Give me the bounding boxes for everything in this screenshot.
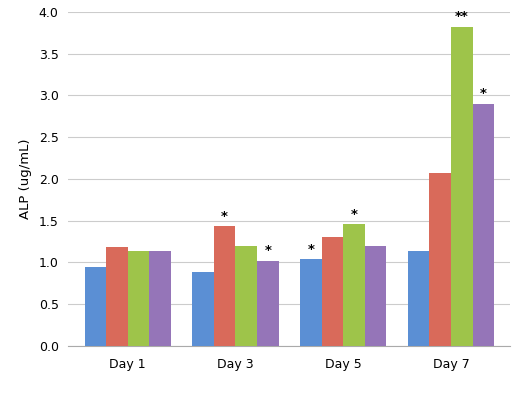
Bar: [429, 173, 451, 346]
Bar: [408, 252, 429, 346]
Text: **: **: [455, 11, 469, 24]
Bar: [85, 266, 106, 346]
Y-axis label: ALP (ug/mL): ALP (ug/mL): [19, 139, 32, 219]
Bar: [451, 27, 472, 346]
Text: *: *: [350, 208, 357, 220]
Text: *: *: [307, 242, 315, 255]
Bar: [193, 272, 214, 346]
Bar: [300, 259, 321, 346]
Bar: [106, 247, 128, 346]
Text: *: *: [221, 210, 228, 223]
Bar: [214, 226, 236, 346]
Bar: [365, 246, 386, 346]
Bar: [236, 246, 257, 346]
Bar: [343, 224, 365, 346]
Bar: [257, 261, 279, 346]
Bar: [149, 252, 171, 346]
Text: *: *: [480, 87, 487, 100]
Text: *: *: [264, 244, 271, 257]
Bar: [472, 104, 494, 346]
Bar: [128, 251, 149, 346]
Bar: [321, 237, 343, 346]
